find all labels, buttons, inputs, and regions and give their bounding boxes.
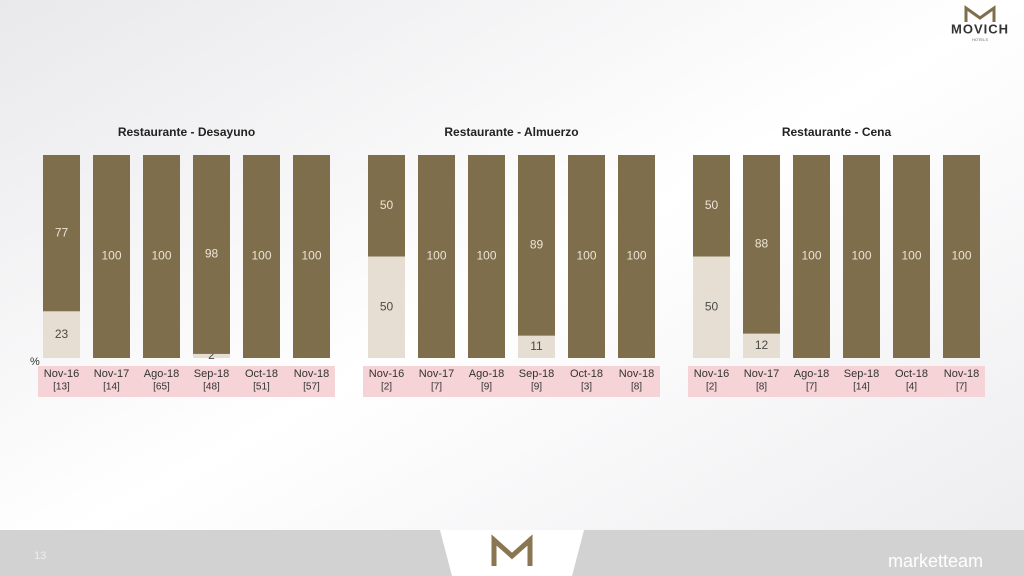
data-label: 100 [626,249,646,263]
sample-size-label: [8] [756,382,767,393]
bar-segment [568,155,605,358]
chart-title: Restaurante - Desayuno [118,125,255,139]
x-tick-label: Nov-18 [944,368,979,380]
x-tick-label: Sep-18 [844,368,879,380]
chart-title: Restaurante - Cena [782,125,892,139]
x-tick-label: Ago-18 [469,368,504,380]
bar-segment [43,155,80,312]
sample-size-label: [57] [303,382,320,393]
data-label: 100 [426,249,446,263]
data-label: 50 [705,198,719,212]
x-tick-label: Nov-16 [694,368,729,380]
sample-size-label: [2] [381,382,392,393]
data-label: 88 [755,236,769,250]
bar-segment [618,155,655,358]
bar-segment [193,155,230,354]
data-label: 50 [380,299,394,313]
data-label: 23 [55,327,69,341]
data-label: 100 [301,249,321,263]
data-label: 100 [951,249,971,263]
bar-segment [693,256,730,358]
bar-segment [368,256,405,358]
sample-size-label: [7] [431,382,442,393]
chart-title: Restaurante - Almuerzo [444,125,578,139]
data-label: 100 [151,249,171,263]
brand-tagline: HOTELS [972,37,988,42]
sample-size-label: [65] [153,382,170,393]
sample-size-label: [51] [253,382,270,393]
x-tick-label: Nov-18 [294,368,329,380]
data-label: 100 [101,249,121,263]
x-tick-label: Sep-18 [194,368,229,380]
bar-segment [843,155,880,358]
sample-size-label: [4] [906,382,917,393]
data-label: 100 [476,249,496,263]
x-tick-label: Nov-17 [744,368,779,380]
x-tick-label: Nov-16 [369,368,404,380]
sample-size-label: [9] [531,382,542,393]
x-tick-label: Oct-18 [570,368,603,380]
sample-size-label: [48] [203,382,220,393]
bar-segment [368,155,405,257]
sample-size-label: [14] [853,382,870,393]
sample-size-label: [2] [706,382,717,393]
x-tick-label: Oct-18 [895,368,928,380]
data-label: 12 [755,338,769,352]
data-label: 100 [251,249,271,263]
x-tick-label: Sep-18 [519,368,554,380]
page-number: 13 [34,550,46,562]
data-label: 50 [380,198,394,212]
sample-size-label: [7] [806,382,817,393]
x-tick-label: Ago-18 [794,368,829,380]
data-label: 11 [530,339,543,353]
data-label: 100 [801,249,821,263]
bar-segment [518,155,555,336]
sample-size-label: [13] [53,382,70,393]
bar-segment [943,155,980,358]
bar-segment [43,311,80,358]
category-strip [363,366,660,397]
bar-segment [743,155,780,334]
data-label: 89 [530,238,544,252]
data-label: 100 [901,249,921,263]
data-label: 100 [851,249,871,263]
x-tick-label: Oct-18 [245,368,278,380]
bar-segment [518,335,555,358]
bar-segment [193,353,230,358]
bar-segment [893,155,930,358]
bar-segment [693,155,730,257]
data-label: 77 [55,225,69,239]
bar-segment [293,155,330,358]
sample-size-label: [3] [581,382,592,393]
sample-size-label: [8] [631,382,642,393]
brand-name: MOVICH [951,21,1009,36]
x-tick-label: Nov-18 [619,368,654,380]
bar-segment [743,333,780,358]
bar-segment [243,155,280,358]
category-strip [688,366,985,397]
sample-size-label: [7] [956,382,967,393]
data-label: 98 [205,247,219,261]
x-tick-label: Nov-16 [44,368,79,380]
bar-segment [418,155,455,358]
sample-size-label: [14] [103,382,120,393]
unit-label: % [30,356,40,368]
category-strip [38,366,335,397]
bar-segment [793,155,830,358]
x-tick-label: Ago-18 [144,368,179,380]
data-label: 100 [576,249,596,263]
agency-name: marketteam [888,551,983,571]
bar-segment [93,155,130,358]
bar-segment [143,155,180,358]
footer-logo [491,534,533,566]
bar-segment [468,155,505,358]
data-label: 50 [705,299,719,313]
x-tick-label: Nov-17 [94,368,129,380]
x-tick-label: Nov-17 [419,368,454,380]
data-label: 2 [208,348,215,362]
sample-size-label: [9] [481,382,492,393]
brand-logo [964,5,996,22]
